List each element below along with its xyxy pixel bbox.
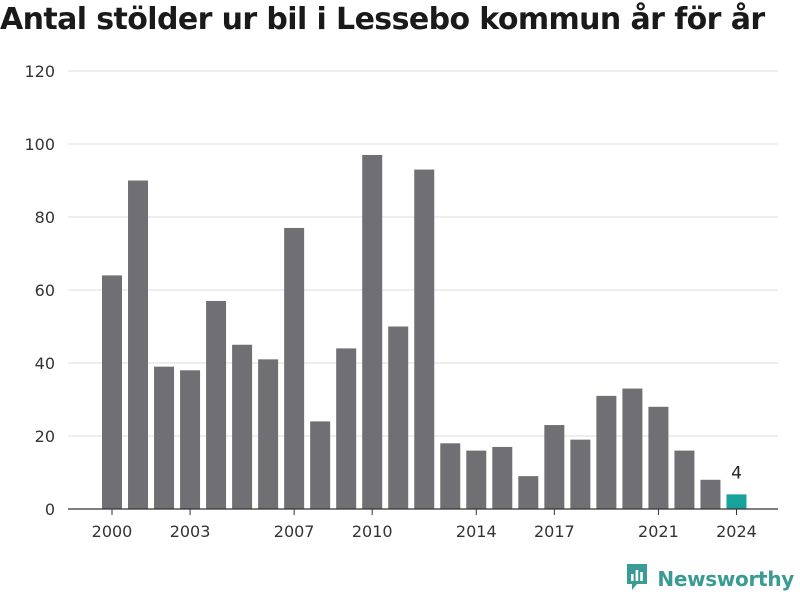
- bar-2010: [362, 154, 383, 509]
- y-axis-ticks: 0 20 40 60 80 100 120: [24, 62, 55, 519]
- bar-2017: [544, 425, 565, 509]
- data-label-2024: 4: [731, 463, 742, 483]
- bar-2021: [648, 406, 669, 509]
- bar-2019: [596, 395, 617, 509]
- x-tick-label: 2014: [456, 522, 497, 541]
- bar-2002: [154, 366, 175, 509]
- x-tick-label: 2017: [534, 522, 575, 541]
- x-tick-label: 2021: [638, 522, 679, 541]
- bar-2011: [388, 326, 409, 509]
- bars: [102, 154, 747, 510]
- bar-2013: [440, 443, 461, 509]
- y-tick-label: 100: [24, 135, 55, 154]
- bar-2009: [336, 348, 357, 509]
- x-axis-ticks: 2000 2003 2007 2010 2014 2017 2021 2024: [92, 509, 757, 541]
- bar-2001: [128, 180, 149, 509]
- x-tick-label: 2010: [352, 522, 393, 541]
- x-tick-label: 2003: [170, 522, 211, 541]
- bar-2015: [492, 446, 513, 509]
- bar-2023: [700, 479, 721, 509]
- chart-title: Antal stölder ur bil i Lessebo kommun år…: [0, 2, 765, 37]
- bar-2003: [180, 370, 201, 509]
- bar-2018: [570, 439, 591, 509]
- bar-2012: [414, 169, 435, 510]
- y-tick-label: 120: [24, 62, 55, 81]
- bar-2014: [466, 450, 487, 509]
- bar-2024: [726, 494, 747, 509]
- bar-2005: [232, 344, 253, 509]
- y-tick-label: 20: [35, 427, 55, 446]
- bar-2007: [284, 227, 305, 509]
- bar-2016: [518, 476, 539, 509]
- bar-2004: [206, 300, 227, 509]
- bar-2022: [674, 450, 695, 509]
- newsworthy-logo[interactable]: Newsworthy: [625, 562, 794, 596]
- y-tick-label: 60: [35, 281, 55, 300]
- x-tick-label: 2024: [716, 522, 757, 541]
- bar-2008: [310, 421, 331, 509]
- chat-chart-icon: [625, 562, 649, 596]
- brand-name: Newsworthy: [657, 567, 794, 591]
- data-labels: 4: [731, 463, 742, 483]
- bar-2020: [622, 388, 643, 509]
- bar-2000: [102, 275, 122, 509]
- x-tick-label: 2007: [274, 522, 315, 541]
- y-tick-label: 0: [45, 500, 55, 519]
- y-tick-label: 40: [35, 354, 55, 373]
- bar-2006: [258, 359, 279, 509]
- x-tick-label: 2000: [92, 522, 133, 541]
- y-tick-label: 80: [35, 208, 55, 227]
